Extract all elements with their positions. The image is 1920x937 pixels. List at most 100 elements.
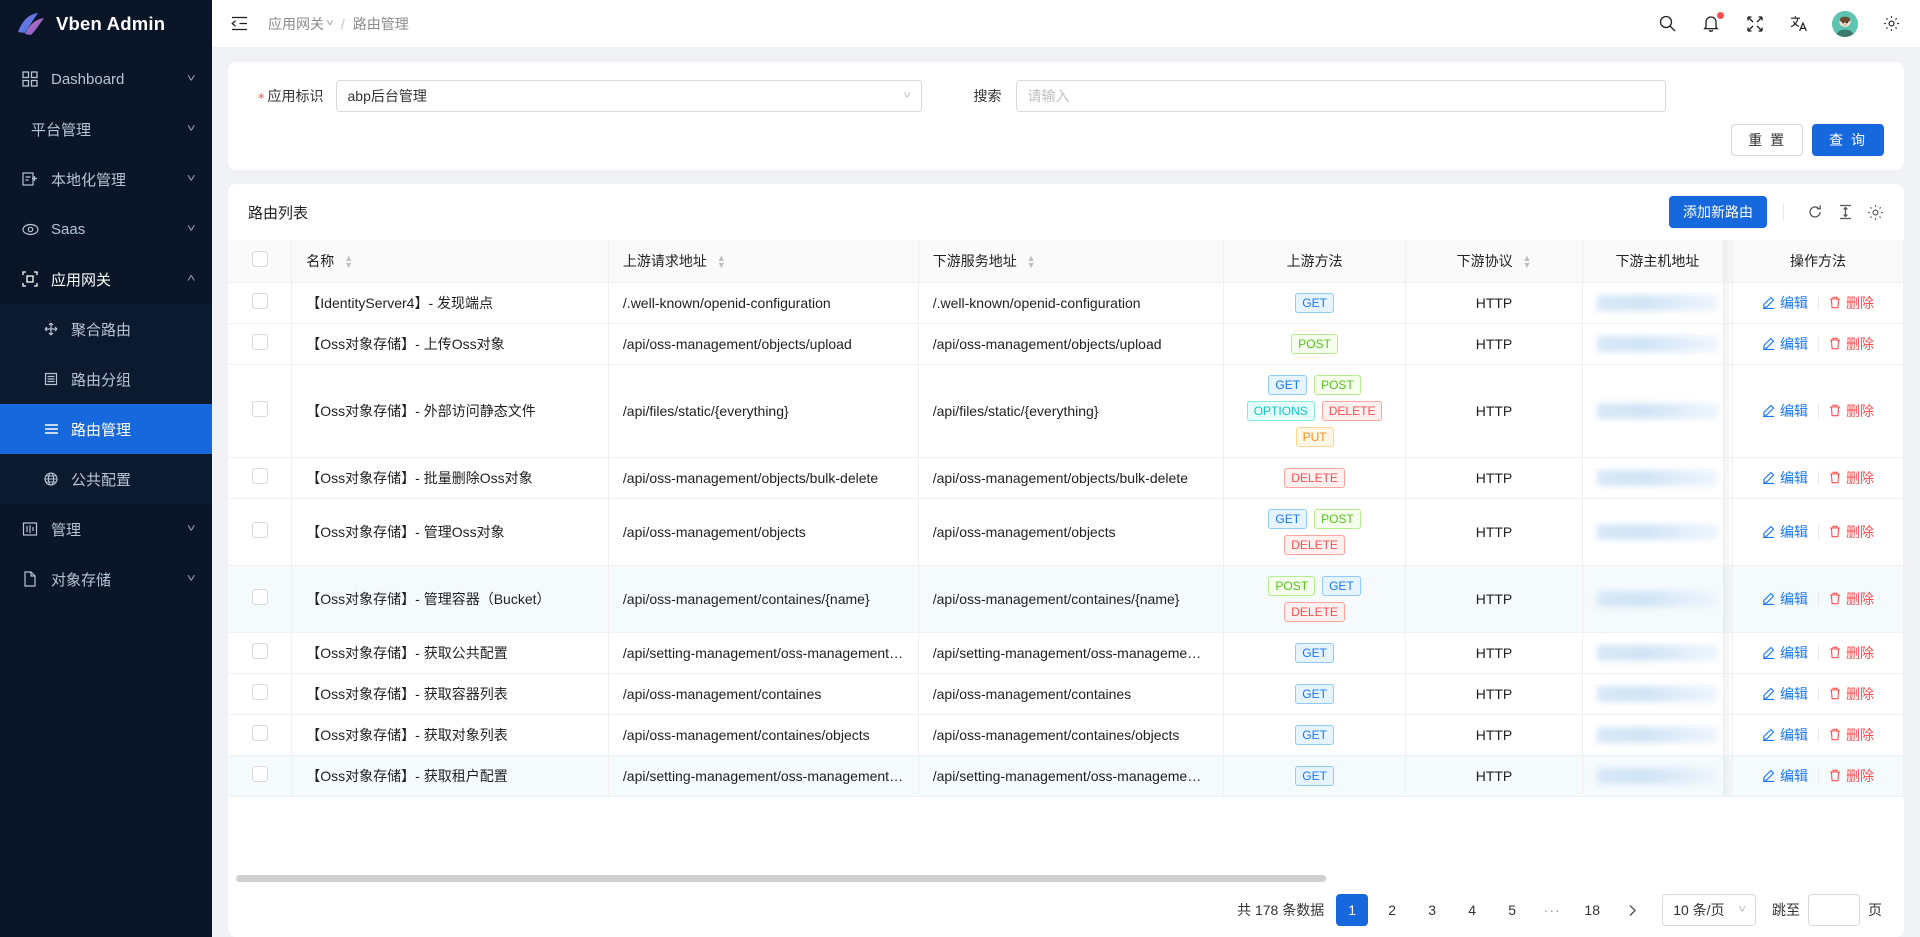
table-row[interactable]: 【Oss对象存储】- 管理Oss对象/api/oss-management/ob… xyxy=(228,498,1904,566)
edit-label: 编辑 xyxy=(1780,294,1809,311)
edit-button[interactable]: 编辑 xyxy=(1752,522,1818,542)
reset-button[interactable]: 重 置 xyxy=(1731,124,1804,156)
sidebar-item-saas[interactable]: Saas ˅ xyxy=(0,204,212,254)
edit-button[interactable]: 编辑 xyxy=(1752,401,1818,421)
table-row[interactable]: 【Oss对象存储】- 获取对象列表/api/oss-management/con… xyxy=(228,714,1904,756)
delete-button[interactable]: 删除 xyxy=(1819,725,1884,745)
delete-button[interactable]: 删除 xyxy=(1819,684,1884,704)
row-checkbox[interactable] xyxy=(251,293,268,309)
table-row[interactable]: 【Oss对象存储】- 获取租户配置/api/setting-management… xyxy=(228,755,1904,797)
translate-icon[interactable] xyxy=(1788,13,1810,35)
settings-icon[interactable] xyxy=(1862,199,1888,225)
delete-button[interactable]: 删除 xyxy=(1819,468,1884,488)
page-button-last[interactable]: 18 xyxy=(1576,894,1609,926)
column-height-icon[interactable] xyxy=(1832,199,1858,225)
edit-button[interactable]: 编辑 xyxy=(1752,643,1818,663)
delete-button[interactable]: 删除 xyxy=(1819,589,1884,609)
menu-collapse-icon[interactable] xyxy=(226,11,252,37)
sidebar-item-platform[interactable]: 平台管理 ˅ xyxy=(0,104,212,154)
sidebar-item-object-storage[interactable]: 对象存储 ˅ xyxy=(0,554,212,604)
table-row[interactable]: 【Oss对象存储】- 获取容器列表/api/oss-management/con… xyxy=(228,673,1904,715)
sidebar-item-localization[interactable]: 本地化管理 ˅ xyxy=(0,154,212,204)
scrollbar-thumb[interactable] xyxy=(236,875,1326,882)
table-row[interactable]: 【IdentityServer4】- 发现端点 /.well-known/open… xyxy=(228,282,1904,324)
delete-button[interactable]: 删除 xyxy=(1819,522,1884,542)
page-button[interactable]: 1 xyxy=(1336,894,1369,926)
edit-button[interactable]: 编辑 xyxy=(1752,725,1818,745)
sidebar-item-aggregate-route[interactable]: 聚合路由 xyxy=(0,304,212,354)
sidebar-item-route-group[interactable]: 路由分组 xyxy=(0,354,212,404)
page-button[interactable]: 2 xyxy=(1376,894,1409,926)
page-button[interactable]: 5 xyxy=(1496,894,1529,926)
search-input[interactable]: 请输入 xyxy=(1015,80,1666,112)
search-icon[interactable] xyxy=(1656,13,1678,35)
refresh-icon[interactable] xyxy=(1802,199,1828,225)
row-checkbox[interactable] xyxy=(251,643,268,659)
row-select-cell xyxy=(228,755,293,797)
cell-name: 【Oss对象存储】- 获取容器列表 xyxy=(291,673,609,715)
sidebar-item-manage[interactable]: 管理 ˅ xyxy=(0,504,212,554)
delete-label: 删除 xyxy=(1846,402,1875,419)
avatar[interactable] xyxy=(1832,10,1858,37)
sort-icon[interactable]: ▲ ▼ xyxy=(344,253,354,271)
search-keyword-field[interactable]: 请输入 xyxy=(1015,80,1666,112)
table-row[interactable]: 【Oss对象存储】- 批量删除Oss对象/api/oss-management/… xyxy=(228,457,1904,499)
row-checkbox[interactable] xyxy=(251,522,268,538)
cell-upstream-methods: GET xyxy=(1223,282,1407,324)
table-row[interactable]: 【Oss对象存储】- 管理容器（Bucket） /api/oss-manageme… xyxy=(228,565,1904,633)
col-header-downstream-path[interactable]: 下游服务地址 ▲ ▼ xyxy=(918,240,1224,283)
delete-button[interactable]: 删除 xyxy=(1819,293,1884,313)
delete-button[interactable]: 删除 xyxy=(1819,766,1884,786)
sidebar-item-dashboard[interactable]: Dashboard ˅ xyxy=(0,54,212,104)
row-checkbox[interactable] xyxy=(251,684,268,700)
col-header-name[interactable]: 名称 ▲ ▼ xyxy=(291,240,609,283)
page-button[interactable]: 3 xyxy=(1416,894,1449,926)
sidebar-item-global-config[interactable]: 公共配置 xyxy=(0,454,212,504)
table-row[interactable]: 【Oss对象存储】- 获取公共配置/api/setting-management… xyxy=(228,632,1904,674)
page-jump-input[interactable] xyxy=(1808,894,1860,926)
sidebar-item-gateway[interactable]: 应用网关 ˄ xyxy=(0,254,212,304)
delete-button[interactable]: 删除 xyxy=(1819,334,1884,354)
app-identifier-select[interactable]: abp后台管理 ˅ xyxy=(335,80,922,112)
page-button[interactable]: 4 xyxy=(1456,894,1489,926)
gear-icon[interactable] xyxy=(1880,13,1902,35)
table-row[interactable]: 【Oss对象存储】- 上传Oss对象/api/oss-management/ob… xyxy=(228,323,1904,365)
select-all-checkbox[interactable] xyxy=(251,251,268,268)
breadcrumb-parent[interactable]: 应用网关 ˅ xyxy=(268,14,334,34)
row-checkbox[interactable] xyxy=(251,725,268,741)
edit-label: 编辑 xyxy=(1780,685,1809,702)
edit-button[interactable]: 编辑 xyxy=(1752,334,1818,354)
horizontal-scrollbar[interactable] xyxy=(228,874,1904,883)
cell-downstream-scheme: HTTP xyxy=(1405,755,1583,797)
sort-icon[interactable]: ▲ ▼ xyxy=(716,253,726,271)
downstream-host-redacted xyxy=(1596,469,1719,486)
add-route-button[interactable]: 添加新路由 xyxy=(1669,196,1767,228)
edit-button[interactable]: 编辑 xyxy=(1752,589,1818,609)
table-row[interactable]: 【Oss对象存储】- 外部访问静态文件/api/files/static/{ev… xyxy=(228,364,1904,458)
page-size-select[interactable]: 10 条/页 ˅ xyxy=(1662,894,1756,926)
col-header-upstream-path[interactable]: 上游请求地址 ▲ ▼ xyxy=(608,240,919,283)
fullscreen-icon[interactable] xyxy=(1744,13,1766,35)
chevron-right-icon[interactable] xyxy=(1616,894,1649,926)
row-actions: 编辑 删除 xyxy=(1747,468,1889,488)
sidebar-menu: Dashboard ˅ 平台管理 ˅ 本地化管理 ˅ xyxy=(0,48,212,937)
query-button[interactable]: 查 询 xyxy=(1812,124,1884,156)
edit-button[interactable]: 编辑 xyxy=(1752,293,1818,313)
table-scroll-area[interactable]: 名称 ▲ ▼ 上游请求地址 ▲ ▼ 下游服务地址 ▲ ▼ xyxy=(228,240,1904,874)
row-checkbox[interactable] xyxy=(251,334,268,350)
row-checkbox[interactable] xyxy=(251,468,268,484)
row-checkbox[interactable] xyxy=(251,401,268,417)
delete-button[interactable]: 删除 xyxy=(1819,401,1884,421)
logo-row[interactable]: Vben Admin xyxy=(0,0,212,48)
delete-button[interactable]: 删除 xyxy=(1819,643,1884,663)
row-checkbox[interactable] xyxy=(251,589,268,605)
sort-icon[interactable]: ▲ ▼ xyxy=(1026,253,1036,271)
sidebar-item-route-manage[interactable]: 路由管理 xyxy=(0,404,212,454)
col-header-downstream-scheme[interactable]: 下游协议 ▲ ▼ xyxy=(1405,240,1583,283)
edit-button[interactable]: 编辑 xyxy=(1752,684,1818,704)
row-checkbox[interactable] xyxy=(251,766,268,782)
edit-button[interactable]: 编辑 xyxy=(1752,766,1818,786)
bell-icon[interactable] xyxy=(1700,11,1724,35)
edit-button[interactable]: 编辑 xyxy=(1752,468,1818,488)
sort-icon[interactable]: ▲ ▼ xyxy=(1522,253,1532,271)
